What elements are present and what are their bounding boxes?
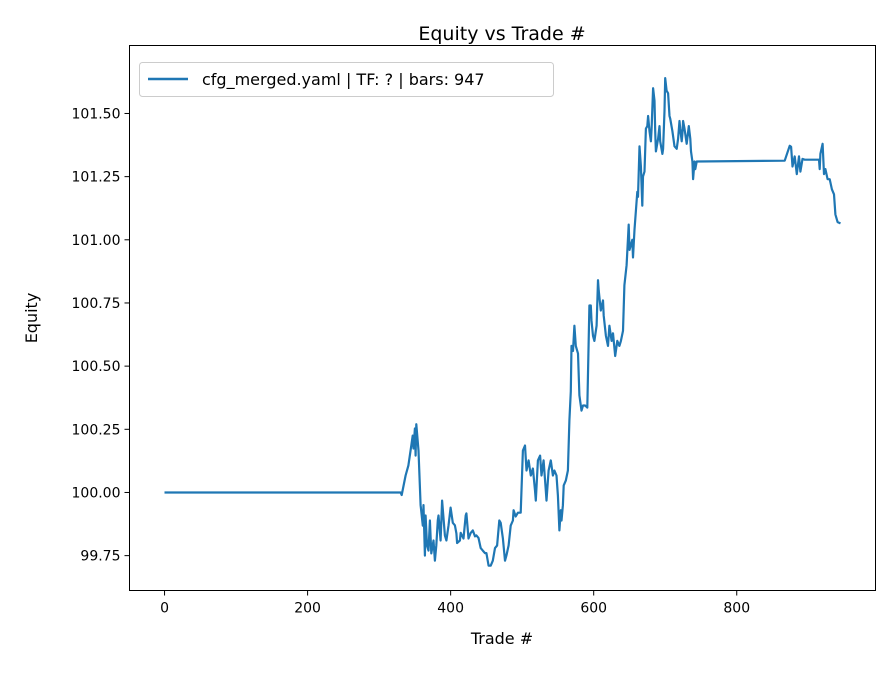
x-tick-label: 600	[580, 601, 607, 617]
y-tick-label: 100.75	[72, 296, 121, 312]
plot-area	[164, 77, 841, 567]
x-axis: 0 200 400 600 800	[160, 590, 750, 617]
y-tick-label: 101.25	[72, 170, 121, 186]
x-tick-label: 0	[160, 601, 169, 617]
legend: cfg_merged.yaml | TF: ? | bars: 947	[139, 62, 554, 97]
y-axis-label: Equity	[22, 293, 41, 344]
chart-title: Equity vs Trade #	[418, 23, 585, 45]
x-tick-label: 800	[723, 601, 750, 617]
y-tick-label: 100.00	[72, 485, 121, 501]
legend-label: cfg_merged.yaml | TF: ? | bars: 947	[202, 70, 485, 90]
y-tick-label: 99.75	[80, 549, 120, 565]
series-line-0	[164, 77, 841, 567]
y-tick-label: 100.50	[72, 359, 121, 375]
x-tick-label: 400	[437, 601, 464, 617]
x-axis-label: Trade #	[470, 629, 533, 648]
x-tick-label: 200	[294, 601, 321, 617]
y-tick-label: 101.00	[72, 233, 121, 249]
y-tick-label: 100.25	[72, 422, 121, 438]
axes-frame	[129, 45, 876, 591]
legend-box	[139, 62, 554, 97]
y-tick-label: 101.50	[72, 106, 121, 122]
y-axis: 99.75 100.00 100.25 100.50 100.75 101.00 101.2…	[72, 106, 130, 565]
